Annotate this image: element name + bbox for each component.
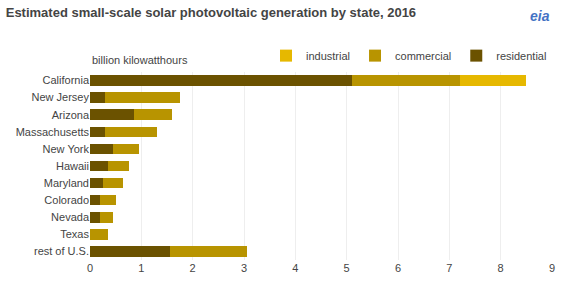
svg-text:5: 5 [344, 262, 350, 274]
svg-text:Hawaii: Hawaii [56, 160, 89, 172]
svg-text:California: California [43, 74, 90, 86]
svg-text:8: 8 [498, 262, 504, 274]
svg-text:Nevada: Nevada [51, 211, 90, 223]
svg-text:billion kilowatthours: billion kilowatthours [92, 54, 188, 66]
svg-text:Estimated small-scale solar ph: Estimated small-scale solar photovoltaic… [6, 5, 416, 20]
svg-text:7: 7 [446, 262, 452, 274]
svg-text:residential: residential [496, 50, 546, 62]
svg-text:Maryland: Maryland [44, 177, 89, 189]
svg-text:9: 9 [549, 262, 555, 274]
svg-text:Colorado: Colorado [44, 194, 89, 206]
svg-text:Arizona: Arizona [52, 109, 90, 121]
svg-text:eia: eia [530, 8, 550, 24]
svg-text:New York: New York [43, 143, 90, 155]
svg-text:1: 1 [138, 262, 144, 274]
svg-text:3: 3 [241, 262, 247, 274]
svg-text:rest of U.S.: rest of U.S. [34, 245, 89, 257]
svg-text:industrial: industrial [306, 50, 350, 62]
svg-text:Texas: Texas [60, 228, 89, 240]
svg-text:2: 2 [190, 262, 196, 274]
svg-text:commercial: commercial [395, 50, 451, 62]
svg-text:4: 4 [292, 262, 298, 274]
svg-text:0: 0 [87, 262, 93, 274]
svg-text:6: 6 [395, 262, 401, 274]
svg-text:New Jersey: New Jersey [32, 91, 90, 103]
svg-text:Massachusetts: Massachusetts [16, 126, 90, 138]
